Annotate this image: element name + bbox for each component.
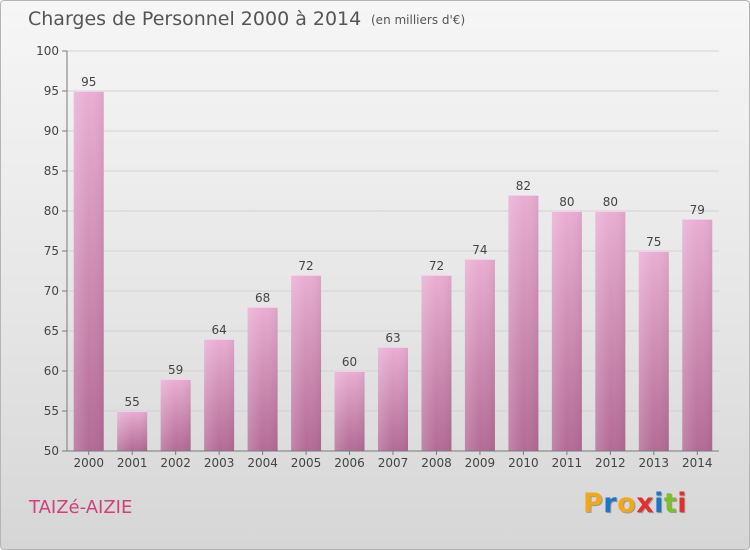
logo-letter: P [583, 488, 604, 519]
data-label: 72 [429, 259, 444, 273]
bar-shade [551, 211, 582, 451]
y-tick-label: 100 [36, 44, 59, 58]
x-tick-label: 2008 [421, 456, 452, 470]
x-tick-label: 2010 [508, 456, 539, 470]
bar-shade [247, 307, 278, 451]
bar-shade [204, 339, 235, 451]
x-tick-label: 2011 [552, 456, 583, 470]
bar-shade [421, 275, 452, 451]
data-label: 95 [81, 75, 96, 89]
data-label: 72 [298, 259, 313, 273]
bar-shade [160, 379, 191, 451]
data-label: 80 [603, 195, 618, 209]
bar-shade [73, 91, 104, 451]
bar-shade [638, 251, 669, 451]
data-label: 60 [342, 355, 357, 369]
bar-shade [378, 347, 408, 451]
logo-letter: i [677, 488, 688, 519]
logo-letter: t [663, 488, 678, 519]
logo-letter: r [603, 488, 618, 519]
logo-letter: o [617, 488, 637, 519]
x-tick-label: 2012 [595, 456, 626, 470]
data-label: 80 [559, 195, 574, 209]
y-tick-label: 75 [44, 244, 59, 258]
data-label: 59 [168, 363, 183, 377]
x-tick-label: 2004 [247, 456, 278, 470]
bars [73, 91, 713, 451]
x-tick-label: 2014 [682, 456, 713, 470]
x-tick-label: 2002 [160, 456, 191, 470]
data-label: 55 [125, 395, 140, 409]
x-tick-label: 2000 [73, 456, 104, 470]
data-label: 64 [211, 323, 226, 337]
data-label: 75 [646, 235, 661, 249]
proxiti-logo: Proxiti [583, 488, 687, 519]
bar-shade [464, 259, 495, 451]
y-tick-label: 65 [44, 324, 59, 338]
data-label: 82 [516, 179, 531, 193]
data-label: 68 [255, 291, 270, 305]
bar-shade [682, 219, 713, 451]
data-label: 74 [472, 243, 487, 257]
commune-name: TAIZé-AIZIE [29, 497, 133, 518]
logo-letter: i [654, 488, 664, 519]
y-tick-label: 85 [44, 164, 59, 178]
bar-shade [334, 371, 365, 451]
x-tick-label: 2009 [465, 456, 496, 470]
x-tick-label: 2003 [204, 456, 235, 470]
y-tick-label: 55 [44, 404, 59, 418]
y-tick-label: 60 [44, 364, 59, 378]
x-tick-label: 2006 [334, 456, 365, 470]
data-label: 79 [690, 203, 705, 217]
x-tick-label: 2005 [291, 456, 322, 470]
y-tick-label: 80 [44, 204, 59, 218]
x-tick-label: 2013 [639, 456, 670, 470]
y-tick-label: 70 [44, 284, 59, 298]
y-tick-label: 95 [44, 84, 59, 98]
bar-shade [117, 411, 148, 451]
chart-title: Charges de Personnel 2000 à 2014 [28, 8, 362, 30]
labels: 50 55 60 65 70 75 80 85 90 95 100 95 2000 55 2001 59 200… [36, 44, 712, 470]
bar-shade [508, 195, 539, 451]
logo-letter: x [636, 488, 655, 519]
data-label: 63 [385, 331, 400, 345]
axes [62, 50, 719, 455]
x-tick-label: 2001 [117, 456, 148, 470]
bar-shade [291, 275, 322, 451]
y-tick-label: 90 [44, 124, 59, 138]
y-tick-label: 50 [44, 444, 59, 458]
x-tick-label: 2007 [378, 456, 409, 470]
bar-shade [595, 211, 626, 451]
unit-note: (en milliers d'€) [371, 13, 466, 27]
